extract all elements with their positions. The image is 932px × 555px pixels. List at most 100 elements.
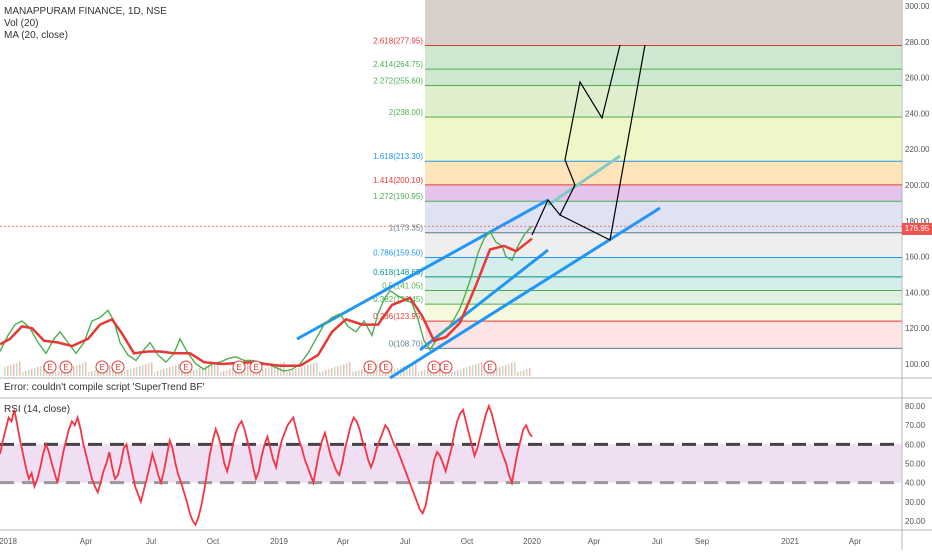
volume-bar (274, 365, 276, 376)
volume-bar (265, 368, 267, 376)
volume-bar (79, 364, 81, 376)
earnings-marker-label: E (236, 363, 241, 372)
volume-bar (82, 363, 84, 376)
volume-bar (331, 368, 333, 376)
volume-bar (334, 367, 336, 376)
volume-bar (169, 367, 171, 376)
x-tick-label: Oct (461, 537, 474, 546)
volume-bar (319, 372, 321, 376)
volume-bar (13, 364, 15, 376)
volume-bar (43, 365, 45, 376)
volume-bar (391, 370, 393, 376)
volume-bar (295, 369, 297, 376)
volume-bar (310, 364, 312, 376)
volume-bar (187, 372, 189, 376)
volume-bar (121, 372, 123, 376)
volume-bar (148, 363, 150, 376)
y-tick-label: 100.00 (905, 360, 930, 369)
fib-zone-1.272 (425, 184, 902, 202)
volume-bar (247, 363, 249, 376)
rsi-line (0, 403, 533, 527)
x-tick-label: Apr (588, 537, 601, 546)
fib-label-2.618: 2.618(277.95) (373, 36, 423, 45)
fib-zone-2.272 (425, 69, 902, 86)
rsi-tick-label: 40.00 (905, 479, 926, 488)
volume-bar (526, 369, 528, 376)
volume-bar (283, 362, 285, 376)
volume-bar (22, 372, 24, 376)
earnings-marker-label: E (443, 363, 448, 372)
fib-label-0.618: 0.618(148.65) (373, 268, 423, 277)
y-tick-label: 260.00 (905, 74, 930, 83)
volume-bar (76, 365, 78, 376)
x-tick-label: Apr (337, 537, 350, 546)
projection-arrow-path (531, 44, 621, 236)
volume-bar (154, 372, 156, 376)
volume-bar (25, 371, 27, 376)
rsi-tick-label: 70.00 (905, 421, 926, 430)
x-tick-label: 2019 (270, 537, 288, 546)
volume-bar (178, 364, 180, 376)
y-tick-label: 280.00 (905, 38, 930, 47)
y-tick-label: 140.00 (905, 288, 930, 297)
fib-label-1: 1(173.35) (389, 224, 424, 233)
volume-bar (475, 364, 477, 376)
volume-bar (142, 365, 144, 376)
volume-bar (349, 362, 351, 376)
volume-bar (232, 368, 234, 376)
x-tick-label: Jul (652, 537, 662, 546)
volume-bar (379, 363, 381, 376)
x-tick-label: Oct (207, 537, 220, 546)
volume-bar (220, 372, 222, 376)
volume-bar (457, 370, 459, 376)
channel-upper (296, 198, 549, 341)
ma-line (0, 237, 533, 368)
earnings-marker (379, 360, 393, 374)
volume-bar (340, 365, 342, 376)
volume-bar (166, 368, 168, 376)
volume-bar (193, 370, 195, 376)
earnings-marker (439, 360, 453, 374)
volume-bar (199, 368, 201, 376)
volume-bar (301, 367, 303, 376)
volume-bar (253, 372, 255, 376)
rsi-tick-label: 60.00 (905, 440, 926, 449)
volume-bar (34, 368, 36, 376)
volume-bar (73, 366, 75, 376)
rsi-legend: RSI (14, close) (4, 404, 71, 415)
y-tick-label: 220.00 (905, 145, 930, 154)
volume-bar (136, 367, 138, 376)
volume-bar (502, 366, 504, 376)
y-tick-label: 300.00 (905, 2, 930, 11)
volume-bar (463, 368, 465, 376)
volume-bar (172, 366, 174, 376)
fib-zone-2.414 (425, 45, 902, 70)
volume-bar (484, 372, 486, 376)
earnings-marker (483, 360, 497, 374)
projection-line (547, 154, 621, 207)
earnings-marker (232, 360, 246, 374)
volume-bar (439, 365, 441, 376)
volume-bar (124, 371, 126, 376)
fib-label-1.618: 1.618(213.30) (373, 152, 423, 161)
error-message: Error: couldn't compile script 'SuperTre… (4, 382, 205, 393)
volume-bar (196, 369, 198, 376)
volume-bar (202, 367, 204, 376)
volume-bar (427, 369, 429, 376)
rsi-tick-label: 20.00 (905, 517, 926, 526)
volume-bar (190, 371, 192, 376)
volume-bar (262, 369, 264, 376)
volume-bar (289, 371, 291, 376)
volume-bar (394, 369, 396, 376)
rsi-tick-label: 50.00 (905, 460, 926, 469)
fib-zone-1.414 (425, 161, 902, 185)
fib-zone-2 (425, 85, 902, 117)
volume-bar (451, 372, 453, 376)
earnings-marker-label: E (183, 363, 188, 372)
volume-bar (16, 363, 18, 376)
volume-bar (271, 366, 273, 376)
volume-bar (139, 366, 141, 376)
volume-bar (508, 364, 510, 376)
volume-bar (55, 372, 57, 376)
x-tick-label: Jul (146, 537, 156, 546)
